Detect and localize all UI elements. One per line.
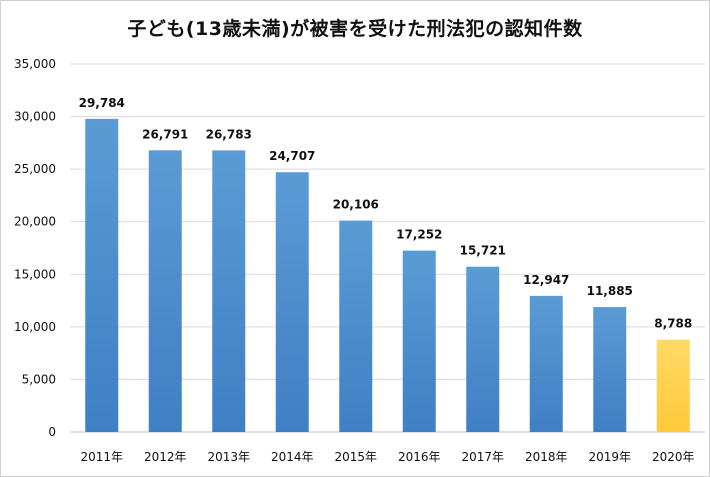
x-tick-label: 2020年 xyxy=(652,450,695,464)
x-tick-label: 2013年 xyxy=(207,450,250,464)
x-tick-label: 2016年 xyxy=(398,450,441,464)
y-tick-label: 35,000 xyxy=(14,57,56,71)
x-tick-label: 2014年 xyxy=(271,450,314,464)
bar-2018年 xyxy=(529,295,563,432)
data-label: 15,721 xyxy=(460,244,506,258)
data-label: 20,106 xyxy=(333,198,379,212)
x-tick-label: 2018年 xyxy=(525,450,568,464)
y-tick-label: 0 xyxy=(48,425,56,439)
x-tick-label: 2011年 xyxy=(80,450,123,464)
x-tick-label: 2012年 xyxy=(144,450,187,464)
bar-2017年 xyxy=(466,266,500,432)
bar-2016年 xyxy=(402,250,436,432)
data-label: 24,707 xyxy=(269,149,315,163)
y-tick-label: 5,000 xyxy=(22,372,56,386)
bar-2019年 xyxy=(593,307,627,432)
data-label: 17,252 xyxy=(396,228,442,242)
data-label: 12,947 xyxy=(523,273,569,287)
data-labels: 29,784 26,791 26,783 24,707 20,106 17,252 15,7… xyxy=(79,96,693,331)
x-tick-label: 2019年 xyxy=(588,450,631,464)
data-label: 11,885 xyxy=(587,284,633,298)
data-label: 26,791 xyxy=(142,127,188,141)
data-label: 8,788 xyxy=(654,317,692,331)
bar-2011年 xyxy=(85,118,119,432)
bar-2020年 xyxy=(656,339,690,432)
bar-2014年 xyxy=(275,172,309,432)
y-tick-label: 25,000 xyxy=(14,162,56,176)
bar-2013年 xyxy=(212,150,246,433)
data-label: 29,784 xyxy=(79,96,125,110)
y-tick-label: 15,000 xyxy=(14,267,56,281)
y-tick-label: 30,000 xyxy=(14,110,56,124)
bar-2012年 xyxy=(148,150,182,432)
data-label: 26,783 xyxy=(206,127,252,141)
x-axis: 2011年 2012年 2013年 2014年 2015年 2016年 2017年 2018年… xyxy=(80,450,694,464)
chart-title: 子ども(13歳未満)が被害を受けた刑法犯の認知件数 xyxy=(127,18,583,40)
bars xyxy=(85,118,690,433)
y-tick-label: 10,000 xyxy=(14,320,56,334)
y-axis: 0 5,000 10,000 15,000 20,000 25,000 30,000 35,0… xyxy=(14,57,56,439)
y-tick-label: 20,000 xyxy=(14,215,56,229)
x-tick-label: 2017年 xyxy=(461,450,504,464)
bar-2015年 xyxy=(339,220,373,432)
x-tick-label: 2015年 xyxy=(334,450,377,464)
